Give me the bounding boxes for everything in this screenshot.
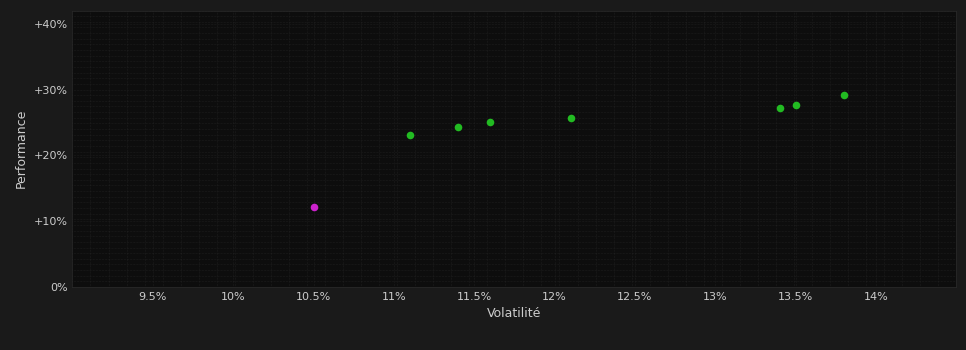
- Point: [450, 124, 466, 130]
- X-axis label: Volatilité: Volatilité: [487, 307, 542, 320]
- Point: [772, 105, 787, 111]
- Point: [483, 120, 498, 125]
- Point: [306, 204, 322, 210]
- Point: [837, 92, 852, 98]
- Point: [402, 132, 417, 138]
- Point: [788, 103, 804, 108]
- Point: [563, 116, 579, 121]
- Y-axis label: Performance: Performance: [14, 109, 28, 188]
